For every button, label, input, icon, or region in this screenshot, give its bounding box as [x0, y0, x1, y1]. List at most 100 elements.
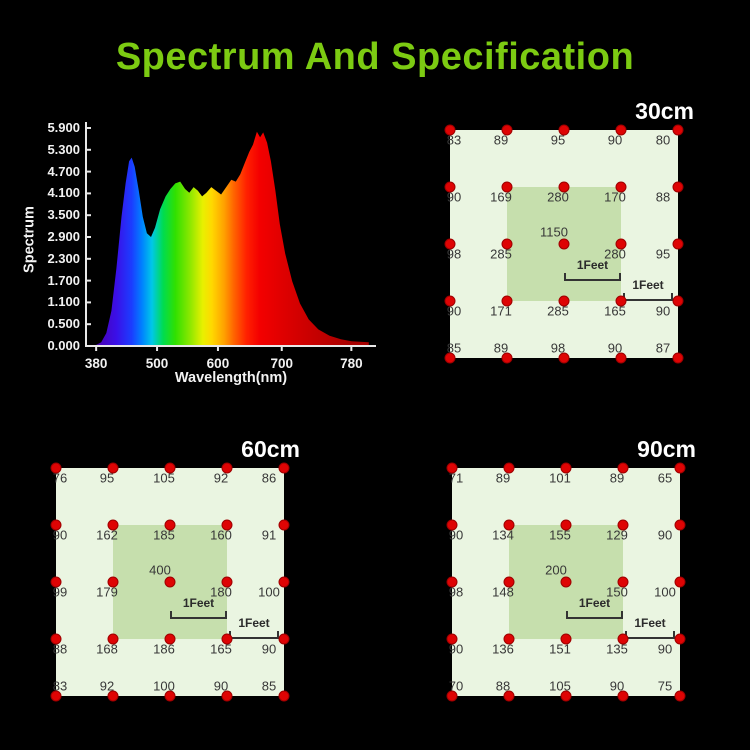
ppfd-value: 83	[446, 132, 462, 148]
ppfd-value: 90	[655, 303, 671, 319]
measure-dot	[50, 519, 62, 531]
measure-dot	[615, 352, 627, 364]
measure-dot	[221, 576, 233, 588]
ppfd-value: 90	[607, 132, 623, 148]
measure-dot	[558, 238, 570, 250]
ppfd-value: 90	[52, 527, 68, 543]
measure-dot	[446, 690, 458, 702]
measure-dot	[617, 690, 629, 702]
ppfd-value: 165	[210, 641, 232, 657]
measure-dot	[558, 295, 570, 307]
x-tick-label: 380	[84, 356, 108, 371]
measure-dot	[444, 295, 456, 307]
ppfd-value: 150	[606, 584, 628, 600]
y-tick-label: 4.100	[47, 185, 80, 201]
measure-dot	[558, 124, 570, 136]
measure-dot	[107, 576, 119, 588]
ppfd-map-60cm: 60cm 1Feet 1Feet 76 95 105 92 86 90 162 185 160 91 9…	[50, 432, 300, 702]
ppfd-value: 87	[655, 340, 671, 356]
measure-dot	[501, 352, 513, 364]
ppfd-map-square: 1Feet 1Feet 71 89 101 89 65 90 134 155 129 90 98 148 2…	[446, 462, 686, 702]
measure-dot	[164, 462, 176, 474]
y-tick-label: 0.000	[47, 338, 80, 353]
ppfd-value: 285	[490, 246, 512, 262]
ppfd-value: 65	[657, 470, 673, 486]
measure-dot	[501, 295, 513, 307]
ppfd-value: 180	[210, 584, 232, 600]
ppfd-value: 89	[495, 470, 511, 486]
measure-dot	[503, 519, 515, 531]
x-tick-label: 600	[206, 356, 230, 371]
ppfd-map-90cm: 90cm 1Feet 1Feet 71 89 101 89 65 90 134 155 129 90 9…	[446, 432, 696, 702]
measure-dot	[50, 690, 62, 702]
ppfd-value: 285	[547, 303, 569, 319]
ppfd-value: 165	[604, 303, 626, 319]
ppfd-value: 168	[96, 641, 118, 657]
ppfd-value: 98	[550, 340, 566, 356]
ppfd-value: 90	[446, 189, 462, 205]
measure-dot	[503, 462, 515, 474]
spectrum-plot	[85, 122, 376, 351]
one-feet-label: 1Feet	[182, 596, 215, 610]
measure-dot	[444, 238, 456, 250]
measure-dot	[221, 519, 233, 531]
measure-dot	[617, 576, 629, 588]
measure-dot	[107, 519, 119, 531]
measure-dot	[672, 295, 684, 307]
measure-dot	[278, 519, 290, 531]
measure-dot	[617, 462, 629, 474]
measure-dot	[674, 690, 686, 702]
spectrum-chart: Spectrum Wavelength(nm) 5.900 5.300 4.700 4…	[18, 112, 403, 412]
measure-dot	[558, 181, 570, 193]
ppfd-value: 90	[657, 527, 673, 543]
measure-dot	[50, 462, 62, 474]
ppfd-value: 155	[549, 527, 571, 543]
measure-dot	[558, 352, 570, 364]
measure-dot	[503, 690, 515, 702]
ppfd-value: 89	[493, 132, 509, 148]
ppfd-value: 95	[655, 246, 671, 262]
measure-dot	[278, 462, 290, 474]
ppfd-value: 1150	[540, 224, 568, 240]
ppfd-value: 100	[654, 584, 676, 600]
measure-dot	[444, 124, 456, 136]
ppfd-value: 136	[492, 641, 514, 657]
ppfd-value: 89	[493, 340, 509, 356]
y-tick-label: 1.700	[47, 272, 80, 288]
ppfd-value: 151	[549, 641, 571, 657]
ppfd-map-title: 90cm	[637, 436, 696, 462]
ppfd-value: 90	[213, 678, 229, 694]
one-feet-label: 1Feet	[238, 616, 270, 630]
ppfd-value: 98	[446, 246, 462, 262]
measure-dot	[278, 576, 290, 588]
measure-dot	[50, 576, 62, 588]
y-tick-label: 2.300	[47, 250, 80, 266]
measure-dot	[221, 690, 233, 702]
one-feet-dimension: 1Feet	[564, 258, 621, 281]
ppfd-value: 90	[448, 527, 464, 543]
one-feet-dimension: 1Feet	[623, 278, 673, 301]
measure-dot	[672, 124, 684, 136]
ppfd-value: 148	[492, 584, 514, 600]
ppfd-map-30cm: 30cm 1Feet 1Feet 83 89 95 90 80 90 169 280 170 88 98…	[444, 94, 694, 364]
measure-dot	[107, 690, 119, 702]
measure-dot	[107, 462, 119, 474]
measure-dot	[615, 181, 627, 193]
measure-dot	[446, 462, 458, 474]
y-tick-label: 0.500	[47, 316, 80, 332]
measure-dot	[107, 633, 119, 645]
ppfd-map-square: 1Feet 1Feet 76 95 105 92 86 90 162 185 160 91 99 179 4…	[50, 462, 290, 702]
measure-dot	[164, 633, 176, 645]
x-tick-label: 500	[145, 356, 169, 371]
ppfd-map-title: 30cm	[635, 98, 694, 124]
ppfd-value: 71	[448, 470, 464, 486]
y-tick-label: 1.100	[47, 294, 80, 310]
ppfd-value: 76	[52, 470, 68, 486]
one-feet-label: 1Feet	[576, 258, 609, 272]
measure-dot	[164, 576, 176, 588]
dimension-line	[623, 293, 673, 301]
measure-dot	[501, 238, 513, 250]
ppfd-value: 169	[490, 189, 512, 205]
ppfd-value: 89	[609, 470, 625, 486]
dimension-line	[625, 631, 675, 639]
